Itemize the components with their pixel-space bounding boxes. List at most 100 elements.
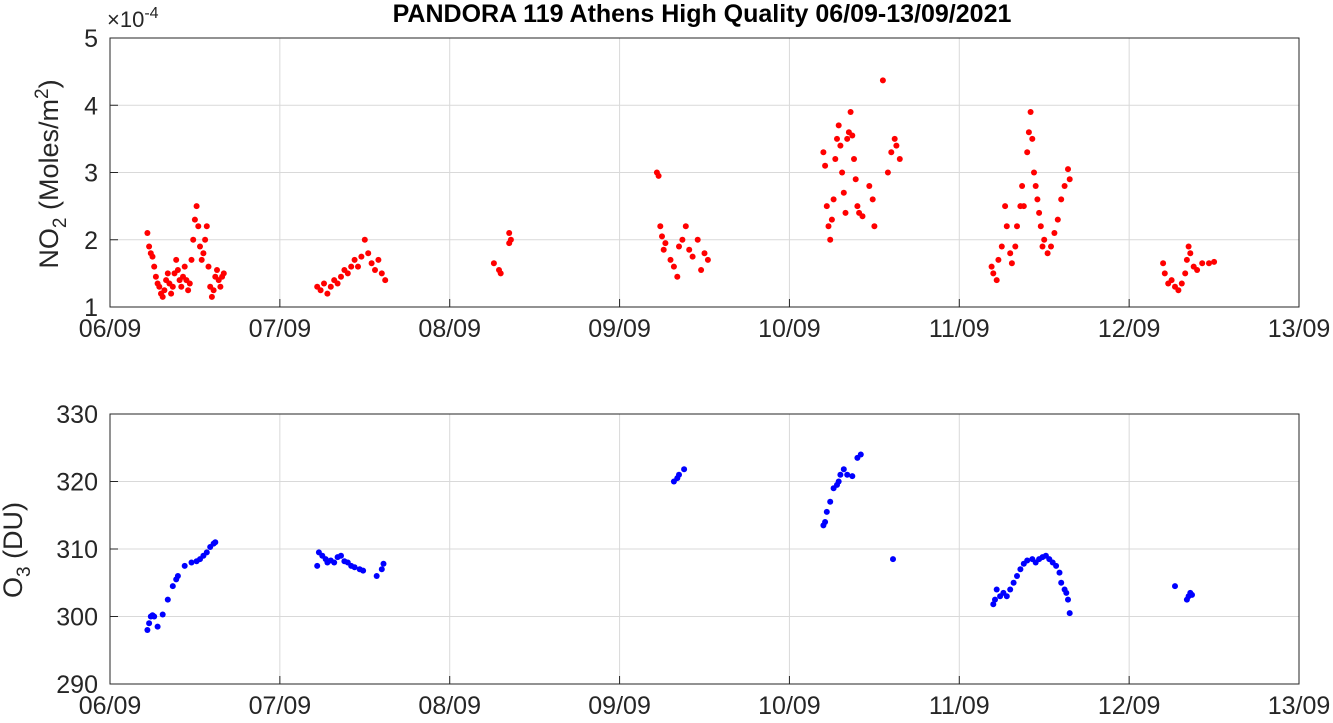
o3-data-point [151, 613, 158, 620]
no2-data-point [998, 243, 1005, 250]
o3-axes: 06/09 07/09 08/09 09/09 10/09 11/09 12/09 13/09… [0, 401, 1330, 720]
no2-data-point [854, 203, 861, 210]
no2-data-point [506, 240, 513, 247]
no2-y-tick-label: 3 [84, 160, 98, 188]
no2-data-point [355, 263, 361, 270]
no2-data-point [869, 196, 876, 203]
o3-data-point [174, 573, 181, 579]
no2-data-point [203, 223, 210, 230]
no2-data-point [358, 253, 365, 260]
no2-data-point [205, 263, 212, 270]
no2-data-point [1027, 109, 1034, 115]
o3-x-tick-label: 07/09 [249, 692, 312, 720]
no2-x-tick-label: 13/09 [1268, 315, 1331, 343]
no2-data-point [188, 256, 195, 263]
o3-data-point [1058, 579, 1065, 586]
no2-x-tick-label: 10/09 [758, 315, 821, 343]
no2-data-point [375, 256, 382, 263]
o3-y-tick-label: 330 [56, 401, 98, 429]
o3-data-point [1172, 583, 1178, 590]
no2-data-point [888, 149, 895, 156]
o3-data-point [1007, 586, 1014, 593]
no2-data-point [1020, 203, 1027, 210]
no2-data-point [1019, 183, 1026, 189]
no2-data-point [667, 256, 674, 263]
no2-data-point [144, 230, 151, 236]
no2-data-point [859, 213, 866, 220]
no2-data-point [197, 243, 203, 250]
o3-data-point [992, 596, 998, 603]
o3-x-tick-label: 09/09 [588, 692, 651, 720]
no2-data-point [348, 263, 355, 270]
no2-data-point [178, 283, 185, 290]
no2-data-point [317, 287, 324, 294]
no2-data-point [146, 243, 153, 250]
no2-data-point [344, 270, 351, 277]
no2-data-point [995, 256, 1002, 263]
no2-exponent-label: ×10-4 [107, 5, 159, 32]
o3-y-tick-label: 300 [56, 604, 98, 632]
no2-data-point [993, 277, 1000, 284]
o3-data-point [993, 586, 1000, 593]
no2-data-point [1031, 169, 1037, 176]
no2-y-tick-label: 1 [84, 294, 98, 322]
o3-data-point [676, 471, 682, 478]
no2-data-point [1199, 260, 1206, 267]
no2-y-tick-label: 5 [84, 25, 98, 53]
no2-data-point [1036, 209, 1043, 216]
no2-data-point [660, 246, 667, 253]
no2-data-point [1187, 250, 1194, 257]
no2-data-point [823, 203, 830, 210]
no2-data-point [851, 156, 857, 162]
o3-y-tick-label: 310 [56, 536, 98, 564]
o3-y-tick-label: 320 [56, 469, 98, 497]
o3-data-point [351, 564, 358, 571]
no2-data-point [891, 135, 898, 142]
no2-data-point [820, 149, 827, 156]
o3-data-point [181, 562, 188, 569]
o3-y-tick-label: 290 [56, 671, 98, 699]
no2-data-point [674, 273, 681, 280]
o3-data-point [203, 549, 210, 556]
no2-data-point [338, 273, 344, 280]
no2-data-point [670, 263, 677, 270]
no2-grid [109, 37, 1300, 308]
o3-data-point [1010, 579, 1017, 586]
no2-data-point [190, 236, 197, 243]
o3-data-point [990, 601, 997, 608]
o3-x-tick-label: 11/09 [929, 692, 990, 720]
o3-data-point [1066, 610, 1073, 617]
no2-data-point [152, 273, 159, 280]
no2-data-point [1037, 223, 1044, 230]
no2-data-point [210, 287, 217, 294]
o3-data-point [837, 471, 844, 478]
o3-points [144, 451, 1195, 633]
no2-data-point [847, 109, 854, 115]
no2-data-point [198, 256, 205, 263]
o3-data-point [164, 596, 171, 603]
o3-data-point [1065, 596, 1071, 603]
no2-data-point [884, 169, 891, 176]
no2-data-point [217, 283, 224, 290]
no2-data-point [1034, 196, 1041, 203]
o3-x-tick-label: 13/09 [1268, 692, 1331, 720]
o3-data-point [857, 451, 864, 458]
no2-data-point [1003, 223, 1010, 230]
no2-data-point [866, 183, 873, 189]
no2-data-point [1044, 250, 1051, 257]
no2-data-point [679, 236, 686, 243]
no2-data-point [842, 209, 849, 216]
o3-data-point [212, 539, 219, 546]
no2-data-point [1065, 166, 1071, 173]
no2-x-tick-label: 11/09 [929, 315, 990, 343]
no2-data-point [156, 283, 163, 290]
no2-data-point [844, 135, 851, 142]
o3-data-point [159, 611, 166, 618]
no2-data-point [164, 270, 171, 277]
no2-data-point [1058, 196, 1065, 203]
o3-data-point [1056, 569, 1063, 576]
no2-data-point [1194, 267, 1201, 273]
no2-data-point [1029, 135, 1036, 142]
no2-data-point [694, 236, 701, 243]
